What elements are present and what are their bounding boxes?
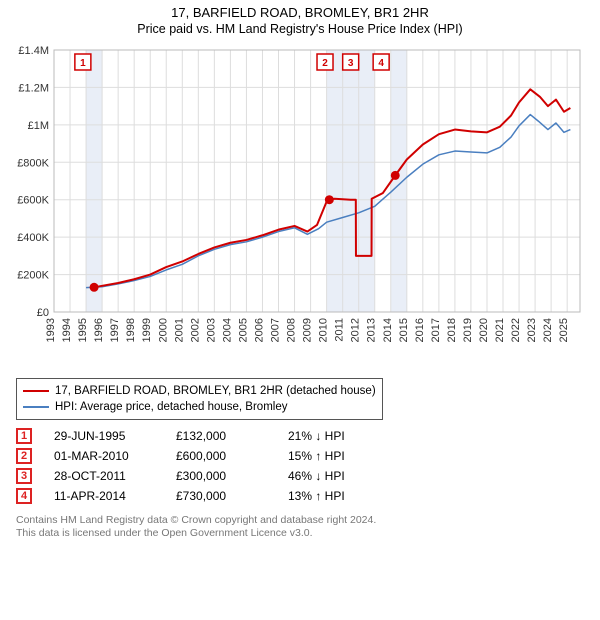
legend-swatch-2 <box>23 406 49 408</box>
legend-label-2: HPI: Average price, detached house, Brom… <box>55 399 287 415</box>
transaction-price: £300,000 <box>176 469 266 483</box>
legend-item-price-paid: 17, BARFIELD ROAD, BROMLEY, BR1 2HR (det… <box>23 383 376 399</box>
svg-text:2017: 2017 <box>430 318 442 342</box>
transaction-delta: 21% ↓ HPI <box>288 429 398 443</box>
svg-text:2004: 2004 <box>221 318 233 342</box>
svg-text:1994: 1994 <box>61 318 73 342</box>
legend-item-hpi: HPI: Average price, detached house, Brom… <box>23 399 376 415</box>
svg-text:2021: 2021 <box>494 318 506 342</box>
transaction-delta: 46% ↓ HPI <box>288 469 398 483</box>
transaction-date: 11-APR-2014 <box>54 489 154 503</box>
svg-text:2002: 2002 <box>189 318 201 342</box>
transaction-row: 2 01-MAR-2010 £600,000 15% ↑ HPI <box>16 446 590 466</box>
svg-text:£1.2M: £1.2M <box>18 82 49 94</box>
svg-text:2012: 2012 <box>350 318 362 342</box>
svg-text:2015: 2015 <box>398 318 410 342</box>
transaction-delta: 15% ↑ HPI <box>288 449 398 463</box>
svg-text:2005: 2005 <box>237 318 249 342</box>
legend-label-1: 17, BARFIELD ROAD, BROMLEY, BR1 2HR (det… <box>55 383 376 399</box>
legend-swatch-1 <box>23 390 49 392</box>
chart-title-line1: 17, BARFIELD ROAD, BROMLEY, BR1 2HR <box>6 4 594 22</box>
transaction-row: 4 11-APR-2014 £730,000 13% ↑ HPI <box>16 486 590 506</box>
transaction-row: 3 28-OCT-2011 £300,000 46% ↓ HPI <box>16 466 590 486</box>
svg-text:2001: 2001 <box>173 318 185 342</box>
svg-text:1: 1 <box>80 58 86 69</box>
svg-text:2013: 2013 <box>366 318 378 342</box>
transaction-marker: 4 <box>16 488 32 504</box>
svg-text:£1.4M: £1.4M <box>18 45 49 57</box>
transactions-table: 1 29-JUN-1995 £132,000 21% ↓ HPI 2 01-MAR-201… <box>16 426 590 506</box>
svg-text:2007: 2007 <box>270 318 282 342</box>
svg-text:2006: 2006 <box>253 318 265 342</box>
svg-text:£400K: £400K <box>17 232 49 244</box>
transaction-marker: 3 <box>16 468 32 484</box>
svg-text:2011: 2011 <box>334 318 346 342</box>
svg-text:£1M: £1M <box>28 119 49 131</box>
footnote-line2: This data is licensed under the Open Gov… <box>16 527 590 541</box>
transaction-price: £132,000 <box>176 429 266 443</box>
svg-text:3: 3 <box>348 58 354 69</box>
footnote: Contains HM Land Registry data © Crown c… <box>16 514 590 541</box>
svg-text:1993: 1993 <box>45 318 57 342</box>
transaction-marker: 1 <box>16 428 32 444</box>
transaction-marker: 2 <box>16 448 32 464</box>
svg-text:2019: 2019 <box>462 318 474 342</box>
svg-text:£800K: £800K <box>17 157 49 169</box>
transaction-row: 1 29-JUN-1995 £132,000 21% ↓ HPI <box>16 426 590 446</box>
svg-text:4: 4 <box>378 58 384 69</box>
chart-area: £0 £200K £400K £600K £800K £1M £1.2M £1.4M 1993 1… <box>6 42 594 372</box>
svg-text:1999: 1999 <box>141 318 153 342</box>
svg-text:2000: 2000 <box>157 318 169 342</box>
legend: 17, BARFIELD ROAD, BROMLEY, BR1 2HR (det… <box>16 378 383 420</box>
svg-text:1998: 1998 <box>125 318 137 342</box>
svg-text:2018: 2018 <box>446 318 458 342</box>
svg-text:2025: 2025 <box>558 318 570 342</box>
svg-text:1995: 1995 <box>77 318 89 342</box>
svg-text:£200K: £200K <box>17 269 49 281</box>
transaction-date: 01-MAR-2010 <box>54 449 154 463</box>
transaction-price: £730,000 <box>176 489 266 503</box>
footnote-line1: Contains HM Land Registry data © Crown c… <box>16 514 590 528</box>
transaction-date: 28-OCT-2011 <box>54 469 154 483</box>
svg-text:2024: 2024 <box>542 318 554 342</box>
svg-text:1997: 1997 <box>109 318 121 342</box>
svg-text:2008: 2008 <box>286 318 298 342</box>
svg-text:2023: 2023 <box>526 318 538 342</box>
svg-text:2016: 2016 <box>414 318 426 342</box>
svg-text:£0: £0 <box>37 307 49 319</box>
svg-text:2009: 2009 <box>302 318 314 342</box>
chart-title-line2: Price paid vs. HM Land Registry's House … <box>6 22 594 36</box>
svg-text:2014: 2014 <box>382 318 394 342</box>
svg-text:2: 2 <box>322 58 328 69</box>
transaction-date: 29-JUN-1995 <box>54 429 154 443</box>
svg-text:2003: 2003 <box>205 318 217 342</box>
svg-text:2022: 2022 <box>510 318 522 342</box>
line-chart: £0 £200K £400K £600K £800K £1M £1.2M £1.4M 1993 1… <box>6 42 586 372</box>
transaction-delta: 13% ↑ HPI <box>288 489 398 503</box>
svg-text:£600K: £600K <box>17 194 49 206</box>
svg-text:2010: 2010 <box>318 318 330 342</box>
transaction-price: £600,000 <box>176 449 266 463</box>
svg-text:2020: 2020 <box>478 318 490 342</box>
svg-text:1996: 1996 <box>93 318 105 342</box>
